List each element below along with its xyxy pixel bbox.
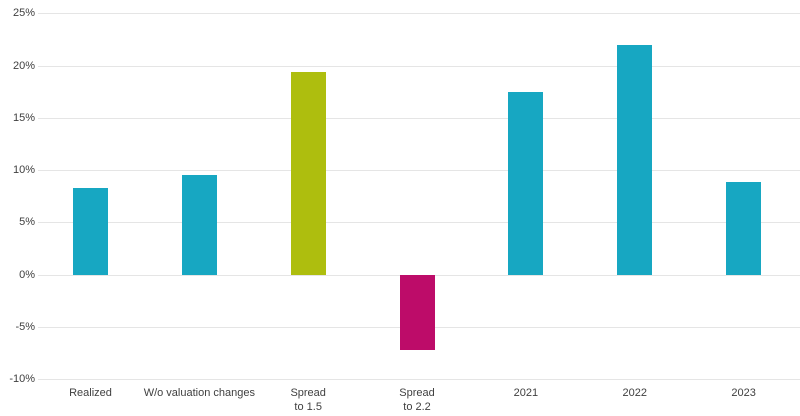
gridline-5% xyxy=(38,222,800,224)
x-label-line: W/o valuation changes xyxy=(143,387,255,399)
x-label-line: Spread xyxy=(399,387,435,399)
x-label-spread-to-1-5: Spread to 1.5 xyxy=(238,386,378,414)
y-tick-label-0: 0% xyxy=(19,268,35,281)
gridline-20% xyxy=(38,65,800,67)
y-tick-label-25: 25% xyxy=(12,7,35,20)
x-label-line: 2022 xyxy=(622,387,647,399)
bar-spread-to-2-2 xyxy=(399,275,435,351)
gridline-10% xyxy=(38,170,800,171)
bar-w-o-valuation-changes xyxy=(181,174,217,275)
x-label-line: to 2.2 xyxy=(403,401,431,413)
x-label-2022: 2022 xyxy=(565,386,705,400)
bar-spread-to-1-5 xyxy=(290,72,326,275)
x-label-realized: Realized xyxy=(21,386,161,400)
y-tick-label-15: 15% xyxy=(12,111,35,124)
x-label-line: to 1.5 xyxy=(294,401,322,413)
x-label-line: 2021 xyxy=(513,387,539,399)
gridline-25% xyxy=(38,13,800,15)
bar-2021 xyxy=(508,92,544,275)
y-tick-label-10: -10% xyxy=(9,373,35,385)
x-label-spread-to-2-2: Spread to 2.2 xyxy=(347,386,487,414)
bar-2022 xyxy=(617,45,653,275)
bar-2023 xyxy=(726,181,762,275)
y-tick-label-20: 20% xyxy=(12,59,35,72)
x-label-2021: 2021 xyxy=(456,386,596,400)
y-tick-label-10: 10% xyxy=(12,164,35,176)
bar-realized xyxy=(73,188,108,275)
x-label-line: Spread xyxy=(290,387,326,399)
y-tick-label-5: -5% xyxy=(15,320,35,333)
gridline-15% xyxy=(38,117,800,119)
x-label-line: Realized xyxy=(69,387,112,399)
x-label-w-o-valuation-changes: W/o valuation changes xyxy=(129,386,269,400)
x-label-2023: 2023 xyxy=(674,386,800,400)
y-tick-label-5: 5% xyxy=(19,216,35,229)
gridline--10% xyxy=(38,379,800,380)
x-label-line: 2023 xyxy=(731,387,756,399)
